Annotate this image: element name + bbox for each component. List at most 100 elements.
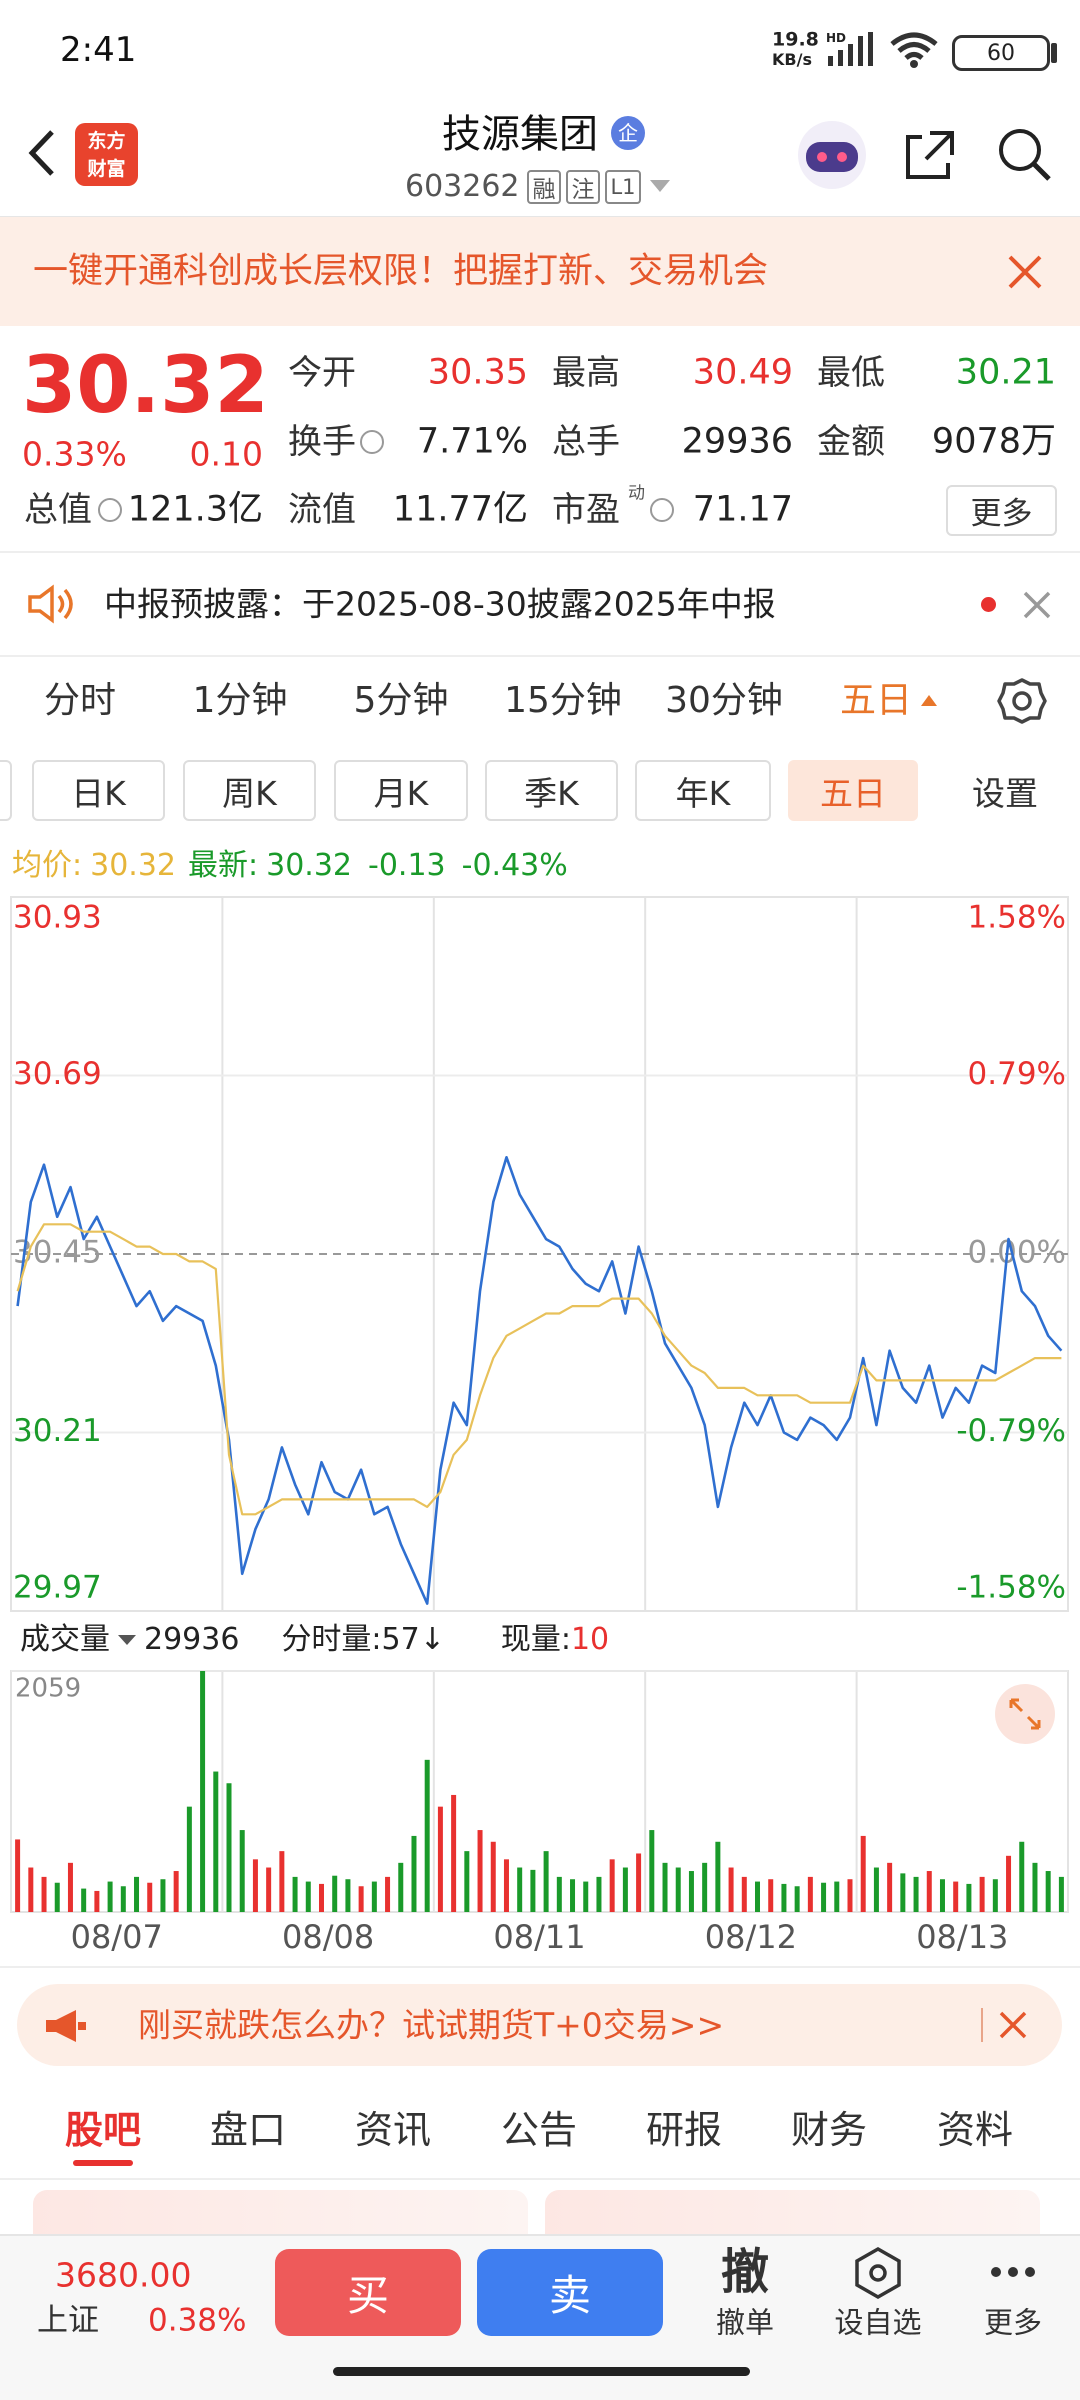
- latest-value: 30.32: [266, 848, 352, 883]
- info-icon[interactable]: [98, 498, 122, 522]
- more-button[interactable]: 更多: [946, 485, 1057, 536]
- current-volume: 10: [570, 1622, 610, 1657]
- ad-banner[interactable]: [17, 1984, 1062, 2066]
- back-button[interactable]: [22, 128, 62, 178]
- expand-button[interactable]: [995, 1684, 1055, 1744]
- volume-bar: [675, 1867, 681, 1912]
- volume-bar: [649, 1830, 655, 1912]
- kline-tab[interactable]: 季K: [485, 760, 618, 821]
- watchlist-icon[interactable]: [853, 2246, 903, 2300]
- period-tab[interactable]: 1分钟: [192, 680, 288, 721]
- cancel-icon[interactable]: 撤: [720, 2244, 770, 2300]
- volume-bar: [543, 1851, 549, 1912]
- y-tick-label: 30.69: [13, 1056, 102, 1092]
- index-change[interactable]: 0.38%: [148, 2302, 247, 2339]
- search-button[interactable]: [995, 125, 1055, 185]
- cancel-label[interactable]: 撤单: [715, 2305, 775, 2340]
- settings-button[interactable]: [997, 676, 1047, 726]
- promo-banner[interactable]: [0, 217, 1080, 326]
- ad-text[interactable]: 刚买就跌怎么办？试试期货T+0交易>>: [138, 2005, 725, 2045]
- index-name[interactable]: 上证: [37, 2302, 99, 2339]
- close-button[interactable]: [1005, 252, 1045, 292]
- volume-bar: [15, 1839, 21, 1912]
- volume-bar: [688, 1871, 694, 1912]
- app-logo[interactable]: 东方 财富: [75, 123, 138, 186]
- logo-text: 财富: [87, 158, 126, 180]
- kline-tab[interactable]: 日K: [32, 760, 165, 821]
- last-price: 30.32: [22, 341, 269, 431]
- volume-bar: [213, 1771, 219, 1912]
- content-tab[interactable]: 盘口: [209, 2108, 287, 2152]
- badge-text: 企: [618, 121, 638, 145]
- notice-text[interactable]: 中报预披露：于2025-08-30披露2025年中报: [104, 584, 776, 624]
- volume-bar: [437, 1806, 443, 1912]
- watchlist-label[interactable]: 设自选: [834, 2305, 922, 2340]
- volume-bar: [451, 1794, 457, 1912]
- dropdown-arrow[interactable]: [116, 1633, 138, 1647]
- banner-text: 一键开通科创成长层权限！把握打新、交易机会: [33, 251, 769, 292]
- volume-bar: [120, 1886, 126, 1912]
- content-tab[interactable]: 财务: [790, 2108, 868, 2152]
- stat-label: 市盈: [552, 490, 620, 530]
- period-tab[interactable]: 15分钟: [504, 680, 622, 721]
- volume-bar: [794, 1886, 800, 1912]
- index-value[interactable]: 3680.00: [55, 2255, 192, 2295]
- kline-tab[interactable]: 年K: [635, 760, 771, 821]
- volume-bar: [1019, 1841, 1025, 1912]
- volume-bar: [636, 1853, 642, 1912]
- stat-value: 7.71%: [416, 421, 528, 462]
- volume-label[interactable]: 成交量: [20, 1622, 110, 1657]
- volume-bar: [741, 1876, 747, 1912]
- volume-bar: [371, 1881, 377, 1912]
- net-speed: 19.8: [772, 28, 819, 51]
- more-icon[interactable]: [988, 2262, 1038, 2282]
- volume-bar: [1058, 1876, 1064, 1912]
- volume-bar: [490, 1841, 496, 1912]
- period-tab[interactable]: 五日: [839, 680, 913, 721]
- content-tab[interactable]: 研报: [645, 2108, 723, 2152]
- content-tab[interactable]: 资讯: [354, 2108, 432, 2152]
- kline-tab[interactable]: 设置: [972, 773, 1038, 813]
- y-tick-label: 2059: [15, 1674, 81, 1704]
- assistant-avatar[interactable]: [792, 118, 872, 192]
- volume-bar: [1032, 1862, 1038, 1912]
- y2-tick-label: -1.58%: [956, 1570, 1066, 1606]
- close-button[interactable]: [1022, 590, 1052, 620]
- stat-value: 30.35: [427, 352, 528, 393]
- volume-bar: [847, 1879, 853, 1912]
- share-button[interactable]: [900, 125, 960, 185]
- tag: 融: [527, 170, 561, 204]
- price-line: [16, 1223, 1062, 1516]
- kline-tab[interactable]: 周K: [183, 760, 316, 821]
- volume-bar: [728, 1867, 734, 1912]
- kline-tab[interactable]: 月K: [334, 760, 468, 821]
- y-tick-label: 30.45: [13, 1235, 102, 1271]
- content-tab[interactable]: 股吧: [64, 2108, 142, 2152]
- volume-bar: [252, 1859, 258, 1912]
- volume-bar: [54, 1882, 60, 1912]
- volume-bar: [887, 1862, 893, 1912]
- period-tab[interactable]: 分时: [43, 680, 117, 721]
- info-icon[interactable]: [650, 498, 674, 522]
- period-tab[interactable]: 30分钟: [665, 680, 783, 721]
- kline-tab[interactable]: 五日: [788, 760, 918, 821]
- y2-tick-label: -0.79%: [956, 1413, 1066, 1449]
- dropdown-arrow[interactable]: [648, 178, 672, 194]
- content-tab[interactable]: 资料: [936, 2108, 1014, 2152]
- buy-button[interactable]: 买: [275, 2249, 461, 2336]
- close-button[interactable]: [998, 2010, 1028, 2040]
- stat-value: 29936: [681, 421, 793, 462]
- volume-bar: [134, 1876, 140, 1912]
- net-type: HD: [826, 31, 847, 45]
- info-icon[interactable]: [360, 430, 384, 454]
- latest-change: -0.13: [368, 848, 446, 883]
- volume-bar: [755, 1881, 761, 1912]
- more-label[interactable]: 更多: [983, 2305, 1043, 2340]
- period-tab[interactable]: 5分钟: [353, 680, 449, 721]
- sell-button[interactable]: 卖: [477, 2249, 663, 2336]
- volume-bar: [715, 1841, 721, 1912]
- y2-tick-label: 1.58%: [968, 900, 1066, 936]
- content-tab[interactable]: 公告: [500, 2108, 578, 2152]
- volume-bar: [318, 1883, 324, 1912]
